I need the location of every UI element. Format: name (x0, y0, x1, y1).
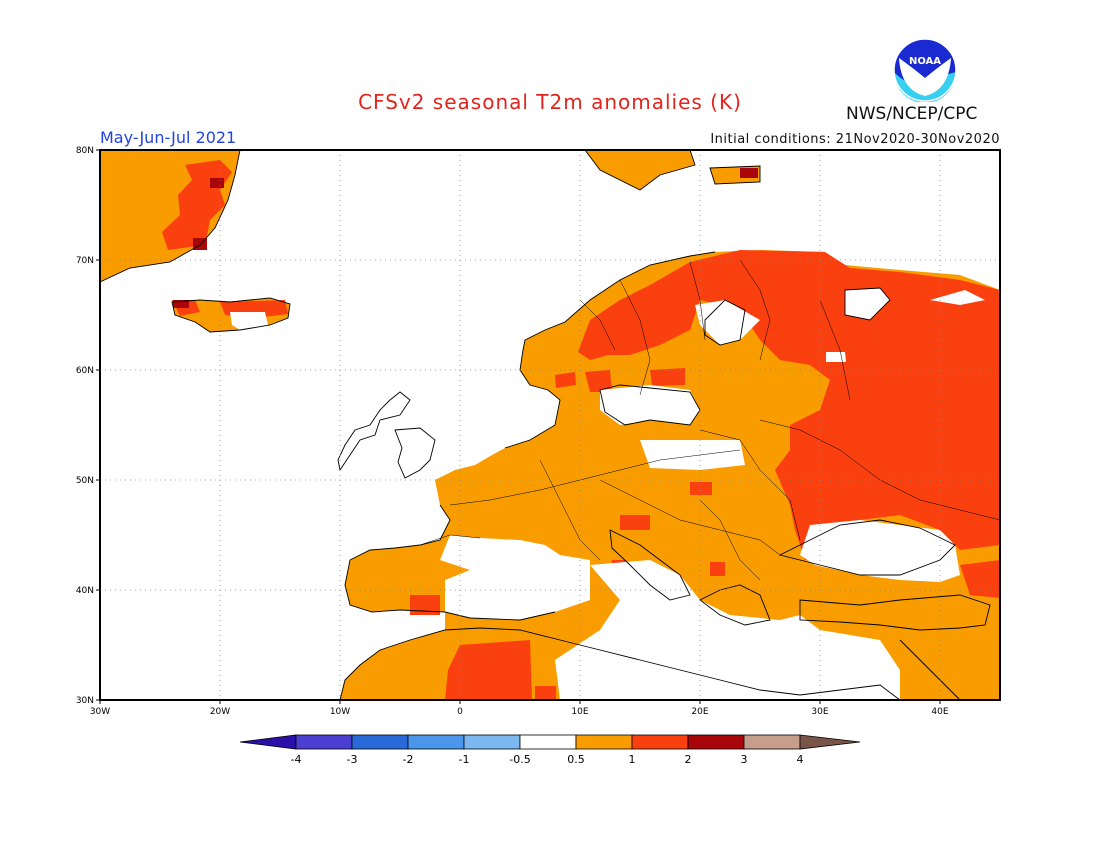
lon-labels: 30W 20W 10W 0 10E 20E 30E 40E (90, 707, 949, 717)
tick-marks (96, 149, 941, 704)
legend-label: 1 (629, 753, 636, 766)
lon-label: 10W (330, 707, 350, 717)
legend-label: -2 (403, 753, 414, 766)
legend-swatch (631, 734, 689, 750)
lon-label: 10E (571, 707, 588, 717)
coastlines (100, 150, 991, 700)
lon-label: 40E (931, 707, 948, 717)
legend-label: 4 (797, 753, 804, 766)
lat-label: 60N (76, 366, 94, 376)
anomaly-neutral-regions (230, 288, 985, 700)
legend-swatch (407, 734, 465, 750)
legend-label: 0.5 (567, 753, 585, 766)
lon-label: 30E (811, 707, 828, 717)
legend-label: -3 (347, 753, 358, 766)
legend-label: 3 (741, 753, 748, 766)
legend-arrow-low (239, 734, 297, 750)
lat-label: 40N (76, 586, 94, 596)
legend-swatch (351, 734, 409, 750)
legend-swatch (575, 734, 633, 750)
map-frame (99, 149, 1001, 701)
legend-swatch (295, 734, 353, 750)
graticule (100, 150, 1000, 700)
lon-label: 20E (691, 707, 708, 717)
logo-text: NOAA (909, 56, 941, 67)
forecast-period: May-Jun-Jul 2021 (100, 128, 237, 147)
legend-label: -4 (291, 753, 302, 766)
lat-label: 80N (76, 146, 94, 156)
legend-arrow-high (799, 734, 861, 750)
noaa-logo-icon: NOAA (893, 38, 957, 102)
legend-label: -0.5 (509, 753, 530, 766)
lon-label: 20W (210, 707, 230, 717)
color-legend: -4 -3 -2 -1 -0.5 0.5 1 2 3 4 (239, 734, 861, 766)
legend-swatch (463, 734, 521, 750)
legend-label: -1 (459, 753, 470, 766)
legend-swatch (519, 734, 577, 750)
svalbard (585, 150, 695, 190)
lon-label: 30W (90, 707, 110, 717)
legend-swatch (687, 734, 745, 750)
legend-label: 2 (685, 753, 692, 766)
agency-label: NWS/NCEP/CPC (846, 104, 978, 124)
legend-swatch (743, 734, 801, 750)
initial-conditions: Initial conditions: 21Nov2020-30Nov2020 (710, 132, 1000, 147)
lat-label: 70N (76, 256, 94, 266)
lat-label: 30N (76, 696, 94, 706)
lat-labels: 80N 70N 60N 50N 40N 30N (76, 146, 94, 706)
lon-label: 0 (457, 707, 463, 717)
lat-label: 50N (76, 476, 94, 486)
map-title: CFSv2 seasonal T2m anomalies (K) (358, 90, 742, 114)
